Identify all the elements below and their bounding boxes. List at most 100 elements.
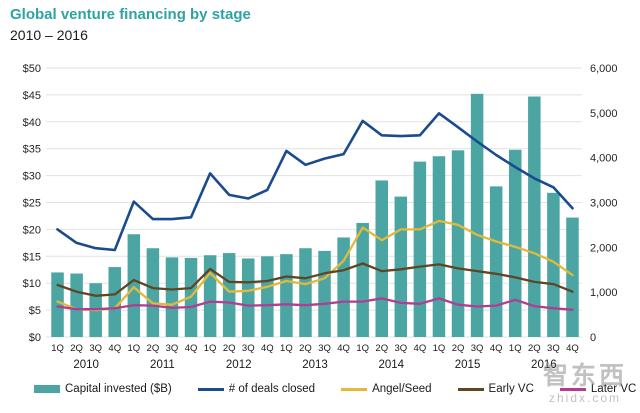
x-quarter-label: 4Q xyxy=(337,343,350,354)
bar-capital-invested xyxy=(299,248,312,337)
combo-chart-plot: $0 $5 $10 $15 $20 $25 $30 $35 $40 $45 $50 0 1,000 2,0… xyxy=(23,63,618,371)
x-quarter-label: 4Q xyxy=(566,343,579,354)
x-quarter-label: 3Q xyxy=(394,343,407,354)
right-axis-tick-label: 6,000 xyxy=(590,63,618,75)
line-later-vc xyxy=(56,297,574,311)
x-quarter-label: 4Q xyxy=(414,343,427,354)
x-quarter-label: 2Q xyxy=(147,343,160,354)
right-axis-tick-label: 3,000 xyxy=(590,198,618,210)
bar-capital-invested xyxy=(51,272,64,337)
bar-capital-invested xyxy=(413,161,427,337)
legend-swatch xyxy=(559,387,586,391)
legend-item-early-vc: Early VC xyxy=(457,383,534,395)
line-angel-seed xyxy=(56,219,574,312)
legend-label: Capital invested ($B) xyxy=(65,383,172,395)
left-axis-tick-label: $45 xyxy=(23,90,41,102)
right-axis-tick-label: 5,000 xyxy=(590,108,618,120)
legend-swatch xyxy=(197,387,224,391)
x-year-label: 2011 xyxy=(150,359,175,371)
left-axis-tick-label: $35 xyxy=(23,144,41,156)
bar-capital-invested xyxy=(470,93,484,337)
bar-capital-invested xyxy=(165,257,179,337)
x-quarter-label: 1Q xyxy=(127,343,140,354)
x-quarter-label: 3Q xyxy=(318,343,331,354)
x-year-label: 2012 xyxy=(226,359,252,371)
x-quarter-label: 1Q xyxy=(51,343,64,354)
x-quarter-label: 4Q xyxy=(490,343,503,354)
x-quarter-label: 2Q xyxy=(375,343,388,354)
right-axis-tick-label: 1,000 xyxy=(590,287,618,299)
right-axis-tick-label: 4,000 xyxy=(590,153,618,165)
x-quarter-label: 4Q xyxy=(261,343,274,354)
right-axis-tick-label: 2,000 xyxy=(590,242,618,254)
x-quarter-label: 2Q xyxy=(528,343,541,354)
legend-item--of-deals-closed: # of deals closed xyxy=(197,383,316,395)
x-quarter-label: 4Q xyxy=(108,343,121,354)
bar-capital-invested xyxy=(261,256,274,337)
x-quarter-label: 2Q xyxy=(70,343,83,354)
left-axis-tick-label: $50 xyxy=(23,63,41,75)
legend-label: Early VC xyxy=(488,383,534,395)
left-axis-tick-label: $20 xyxy=(23,224,41,236)
x-year-label: 2014 xyxy=(378,359,404,371)
right-axis-tick-label: 0 xyxy=(590,332,596,344)
bar-capital-invested xyxy=(451,150,465,337)
bar-capital-invested xyxy=(222,253,236,337)
line--of-deals-closed xyxy=(56,111,574,252)
x-quarter-label: 1Q xyxy=(280,343,293,354)
legend-item-capital-invested-b-: Capital invested ($B) xyxy=(34,383,172,395)
bar-capital-invested xyxy=(280,254,293,337)
bar-capital-invested xyxy=(356,222,369,337)
legend-swatch xyxy=(457,387,484,391)
left-axis-tick-label: $30 xyxy=(23,171,41,183)
x-year-label: 2010 xyxy=(73,359,99,371)
legend-swatch xyxy=(341,387,368,391)
x-quarter-label: 2Q xyxy=(223,343,236,354)
x-quarter-label: 3Q xyxy=(471,343,484,354)
bar-capital-invested xyxy=(242,258,255,337)
chart-title: Global venture financing by stage xyxy=(10,6,251,23)
left-axis-tick-label: $25 xyxy=(23,198,41,210)
bar-capital-invested xyxy=(146,248,160,337)
bar-capital-invested xyxy=(566,217,579,337)
left-axis-tick-label: $0 xyxy=(29,332,41,344)
x-quarter-label: 3Q xyxy=(242,343,255,354)
x-quarter-label: 1Q xyxy=(509,343,522,354)
legend-label: # of deals closed xyxy=(228,383,316,395)
x-year-label: 2016 xyxy=(531,359,557,371)
chart-subtitle: 2010 – 2016 xyxy=(10,27,88,43)
x-quarter-label: 3Q xyxy=(547,343,560,354)
line-early-vc xyxy=(56,262,574,297)
chart-legend: Capital invested ($B) # of deals closed An… xyxy=(34,383,640,395)
x-quarter-label: 1Q xyxy=(356,343,369,354)
bar-capital-invested xyxy=(127,234,141,337)
bar-capital-invested xyxy=(394,196,408,337)
bar-capital-invested xyxy=(489,186,503,337)
x-year-label: 2013 xyxy=(302,359,328,371)
bar-capital-invested xyxy=(203,255,217,337)
left-axis-tick-label: $5 xyxy=(29,305,41,317)
x-quarter-label: 3Q xyxy=(166,343,179,354)
x-quarter-label: 2Q xyxy=(452,343,465,354)
x-quarter-label: 2Q xyxy=(299,343,312,354)
bar-capital-invested xyxy=(70,273,83,337)
bar-capital-invested xyxy=(318,250,331,337)
left-axis-tick-label: $15 xyxy=(23,251,41,263)
bar-capital-invested xyxy=(375,180,388,337)
legend-swatch xyxy=(34,385,60,393)
left-axis-tick-label: $40 xyxy=(23,117,41,129)
x-quarter-label: 1Q xyxy=(433,343,446,354)
legend-item-angel-seed: Angel/Seed xyxy=(341,383,432,395)
x-year-label: 2015 xyxy=(455,359,481,371)
bar-capital-invested xyxy=(509,149,522,337)
bar-capital-invested xyxy=(432,156,446,337)
legend-item-later-vc: Later VC xyxy=(559,383,636,395)
bar-capital-invested xyxy=(528,96,541,337)
x-quarter-label: 4Q xyxy=(185,343,198,354)
x-quarter-label: 1Q xyxy=(204,343,217,354)
bar-capital-invested xyxy=(547,192,560,337)
left-axis-tick-label: $10 xyxy=(23,278,41,290)
chart-header: Global venture financing by stage 2010 –… xyxy=(10,6,251,43)
legend-label: Angel/Seed xyxy=(372,383,432,395)
